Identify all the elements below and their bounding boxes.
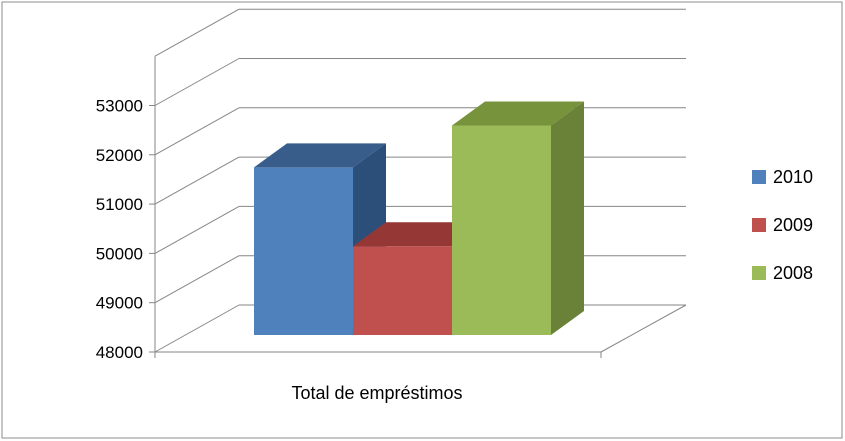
bar-top-2008 (452, 101, 584, 126)
gridline-left-48000 (154, 304, 240, 353)
gridline-left-50000 (154, 205, 240, 254)
category-label: Total de empréstimos (291, 383, 462, 403)
legend: 2010 2009 2008 (752, 167, 813, 283)
gridline-left-49000 (154, 255, 240, 304)
gridline-left-top (154, 8, 240, 57)
y-tick-label: 49000 (96, 294, 143, 313)
legend-swatch-2008 (752, 266, 766, 280)
y-tick-label: 48000 (96, 343, 143, 362)
legend-label-2009: 2009 (773, 215, 813, 235)
bar-top-2010 (254, 143, 386, 168)
legend-label-2008: 2008 (773, 263, 813, 283)
legend-swatch-2009 (752, 218, 766, 232)
bar-front-2008 (452, 125, 551, 335)
y-tick-label: 52000 (96, 146, 143, 165)
legend-swatch-2010 (752, 170, 766, 184)
y-tick-label: 50000 (96, 244, 143, 263)
bar-front-2010 (254, 167, 353, 335)
gridline-left-53000 (154, 58, 240, 106)
labels: Total de empréstimos 48000 49000 50000 5100… (96, 97, 463, 404)
gridline-left-51000 (154, 156, 240, 205)
legend-label-2010: 2010 (773, 167, 813, 187)
floor-right-edge (600, 304, 687, 353)
bars (254, 101, 584, 335)
y-tick-label: 51000 (96, 195, 143, 214)
gridline-left-52000 (154, 107, 240, 156)
y-tick-label: 53000 (96, 97, 143, 116)
axes (149, 56, 687, 358)
bar-2010 (254, 143, 386, 335)
bar-side-2008 (551, 101, 584, 335)
bar-2008 (452, 101, 584, 335)
bar-front-2009 (353, 246, 452, 335)
